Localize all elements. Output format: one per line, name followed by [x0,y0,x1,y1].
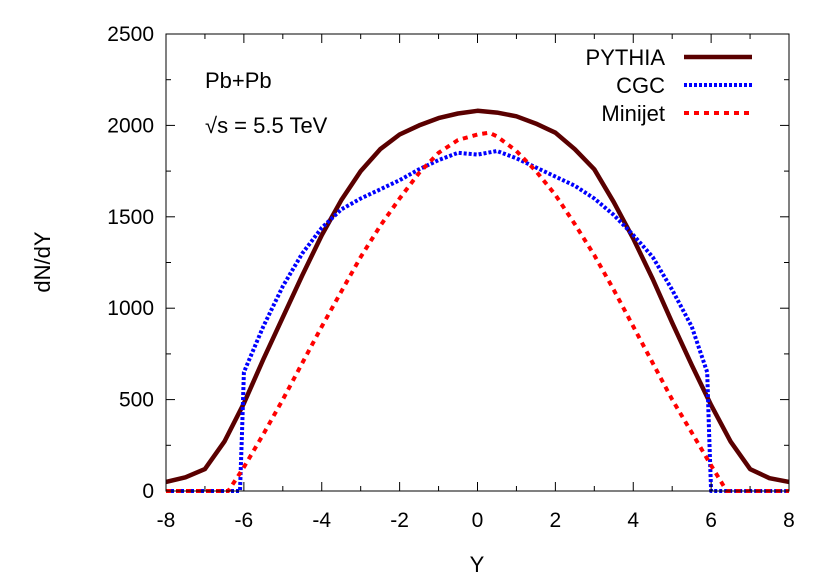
x-tick-label: 8 [783,509,795,532]
y-tick-label: 2500 [107,23,154,46]
x-tick-label: 6 [705,509,717,532]
x-tick-label: -2 [390,509,409,532]
y-tick-label: 1000 [107,297,154,320]
legend-label-minijet: Minijet [601,101,665,126]
y-tick-label: 1500 [107,206,154,229]
y-tick-label: 0 [142,480,154,503]
series-line-pythia [165,108,790,485]
x-tick-label: -6 [235,509,254,532]
annotation-system: Pb+Pb [205,68,272,93]
tick-labels: -8 -6 -4 -2 0 2 4 6 8 0 500 1000 1500 2000 2500 [107,23,795,532]
curves-layer [165,108,790,493]
x-tick-label: -4 [312,509,331,532]
x-tick-label: 0 [472,509,484,532]
x-axis-label: Y [470,552,485,577]
x-tick-label: -8 [157,509,176,532]
plot-frame [165,33,790,492]
y-axis-label: dN/dY [30,231,55,292]
x-tick-label: 4 [627,509,639,532]
y-tick-label: 500 [119,389,154,412]
legend: PYTHIA CGC Minijet [586,45,752,126]
x-tick-label: 2 [550,509,562,532]
series-line-cgc [166,149,789,493]
legend-label-cgc: CGC [616,73,665,98]
series-line-minijet [166,130,789,493]
annotation-energy: √s = 5.5 TeV [205,113,328,138]
legend-label-pythia: PYTHIA [586,45,666,70]
y-tick-label: 2000 [107,114,154,137]
ticks-layer [165,33,790,492]
